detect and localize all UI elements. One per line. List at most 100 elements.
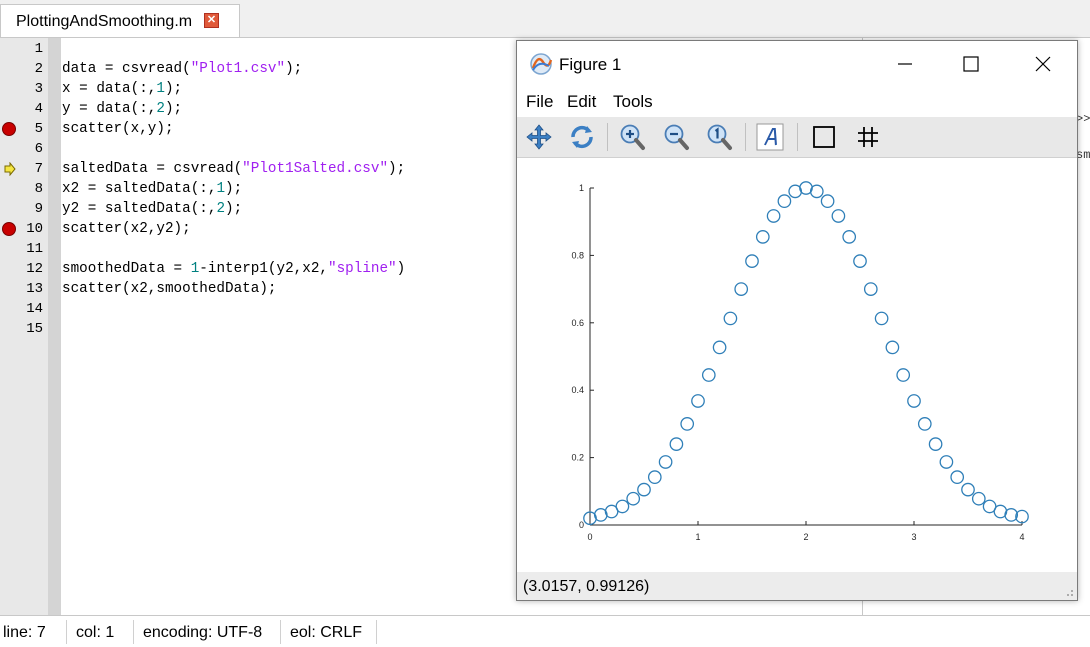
x-tick-label: 4 (1019, 532, 1024, 542)
code-token: y = data(:, (62, 101, 157, 117)
code-line[interactable]: 11 (0, 239, 860, 259)
status-col-label: col: (76, 624, 101, 641)
string-token: "Plot1Salted.csv" (242, 161, 389, 177)
minimize-icon[interactable] (890, 49, 920, 79)
code-line[interactable]: 1 (0, 39, 860, 59)
status-col: col: 1 (76, 624, 114, 642)
line-number: 9 (34, 201, 43, 217)
line-number: 7 (34, 161, 43, 177)
file-tab[interactable]: PlottingAndSmoothing.m ✕ (0, 4, 240, 37)
status-divider (133, 620, 134, 644)
code-line[interactable]: 6 (0, 139, 860, 159)
toolbar-divider (745, 123, 746, 151)
code-line[interactable]: 2 data = csvread("Plot1.csv"); (0, 59, 860, 79)
code-text: saltedData = csvread("Plot1Salted.csv"); (62, 159, 405, 179)
text-icon[interactable] (755, 122, 785, 152)
code-text: x = data(:,1); (62, 79, 182, 99)
maximize-icon[interactable] (956, 49, 986, 79)
zoom-reset-icon[interactable] (704, 122, 734, 152)
y-tick-label: 0.8 (571, 250, 584, 260)
data-point (820, 194, 835, 208)
line-number: 4 (34, 101, 43, 117)
data-point (961, 482, 975, 497)
fold-gutter (48, 38, 61, 615)
code-token: scatter(x,y); (62, 121, 174, 137)
code-line[interactable]: 7 saltedData = csvread("Plot1Salted.csv")… (0, 159, 860, 179)
command-text: sm (1076, 148, 1090, 162)
code-line[interactable]: 5 scatter(x,y); (0, 119, 860, 139)
close-icon[interactable] (1028, 49, 1058, 79)
data-point (734, 282, 749, 296)
command-prompt: >> (1076, 112, 1090, 126)
code-line[interactable]: 8 x2 = saltedData(:,1); (0, 179, 860, 199)
code-token: ); (225, 201, 243, 217)
line-number: 10 (26, 221, 43, 237)
data-point (745, 254, 759, 268)
data-point (1015, 509, 1029, 524)
figure-status-bar: (3.0157, 0.99126) (517, 572, 1077, 600)
data-point (885, 340, 900, 355)
resize-grip-icon[interactable] (1064, 587, 1074, 597)
data-point (1004, 508, 1019, 522)
data-point (647, 470, 662, 484)
code-line[interactable]: 10 scatter(x2,y2); (0, 219, 860, 239)
figure-menubar: File Edit Tools (517, 89, 1077, 115)
data-point (626, 491, 641, 506)
code-token: smoothedData = (62, 261, 191, 277)
code-token: ); (164, 81, 183, 97)
octave-logo-icon (530, 53, 553, 75)
plot-area[interactable]: 0 1 2 3 4 0 0.2 0.4 0.6 0.8 1 (517, 158, 1077, 572)
data-point (950, 470, 965, 484)
code-line[interactable]: 3 x = data(:,1); (0, 79, 860, 99)
rotate-icon[interactable] (567, 122, 597, 152)
code-token: -interp1(y2,x2, (199, 261, 328, 277)
grid-icon[interactable] (853, 122, 883, 152)
data-point (971, 491, 986, 506)
file-tab-label: PlottingAndSmoothing.m (16, 13, 193, 30)
toolbar-divider (607, 123, 608, 151)
zoom-out-icon[interactable] (661, 122, 691, 152)
zoom-in-icon[interactable] (617, 122, 647, 152)
y-tick-label: 0.6 (571, 318, 584, 328)
code-token: data = csvread( (62, 61, 191, 77)
code-line[interactable]: 9 y2 = saltedData(:,2); (0, 199, 860, 219)
line-number: 12 (26, 261, 43, 277)
code-token: saltedData = csvread( (62, 161, 243, 177)
editor-tab-bar: PlottingAndSmoothing.m ✕ (0, 0, 1090, 38)
code-line[interactable]: 12 smoothedData = 1-interp1(y2,x2,"spline… (0, 259, 860, 279)
code-line[interactable]: 15 (0, 319, 860, 339)
code-text: x2 = saltedData(:,1); (62, 179, 242, 199)
close-tab-icon[interactable]: ✕ (204, 13, 219, 28)
data-point (669, 437, 684, 451)
line-number: 15 (26, 321, 43, 337)
breakpoint-icon[interactable] (2, 122, 16, 136)
data-point (842, 230, 857, 244)
menu-file[interactable]: File (526, 92, 554, 111)
box-icon[interactable] (809, 122, 839, 152)
figure-window[interactable]: Figure 1 File Edit Tools (516, 40, 1078, 601)
code-line[interactable]: 14 (0, 299, 860, 319)
menu-edit[interactable]: Edit (567, 92, 597, 111)
status-encoding-label: encoding: (143, 624, 213, 641)
code-line[interactable]: 4 y = data(:,2); (0, 99, 860, 119)
code-token: scatter(x2,smoothedData); (62, 281, 277, 297)
menu-tools[interactable]: Tools (613, 92, 653, 111)
number-token: 1 (156, 81, 165, 97)
line-number: 14 (26, 301, 43, 317)
data-point (907, 394, 921, 408)
scatter-chart[interactable]: 0 1 2 3 4 0 0.2 0.4 0.6 0.8 1 (517, 158, 1077, 572)
data-point (712, 340, 727, 355)
data-point (755, 230, 770, 244)
code-line[interactable]: 13 scatter(x2,smoothedData); (0, 279, 860, 299)
data-point (917, 417, 932, 431)
data-point (939, 455, 954, 469)
pan-icon[interactable] (524, 122, 554, 152)
line-number: 8 (34, 181, 43, 197)
data-point (615, 499, 630, 514)
data-point (863, 282, 878, 296)
toolbar-divider (797, 123, 798, 151)
x-tick-label: 2 (803, 532, 808, 542)
breakpoint-icon[interactable] (2, 222, 16, 236)
figure-titlebar[interactable]: Figure 1 (517, 41, 1077, 86)
data-point (896, 368, 911, 382)
